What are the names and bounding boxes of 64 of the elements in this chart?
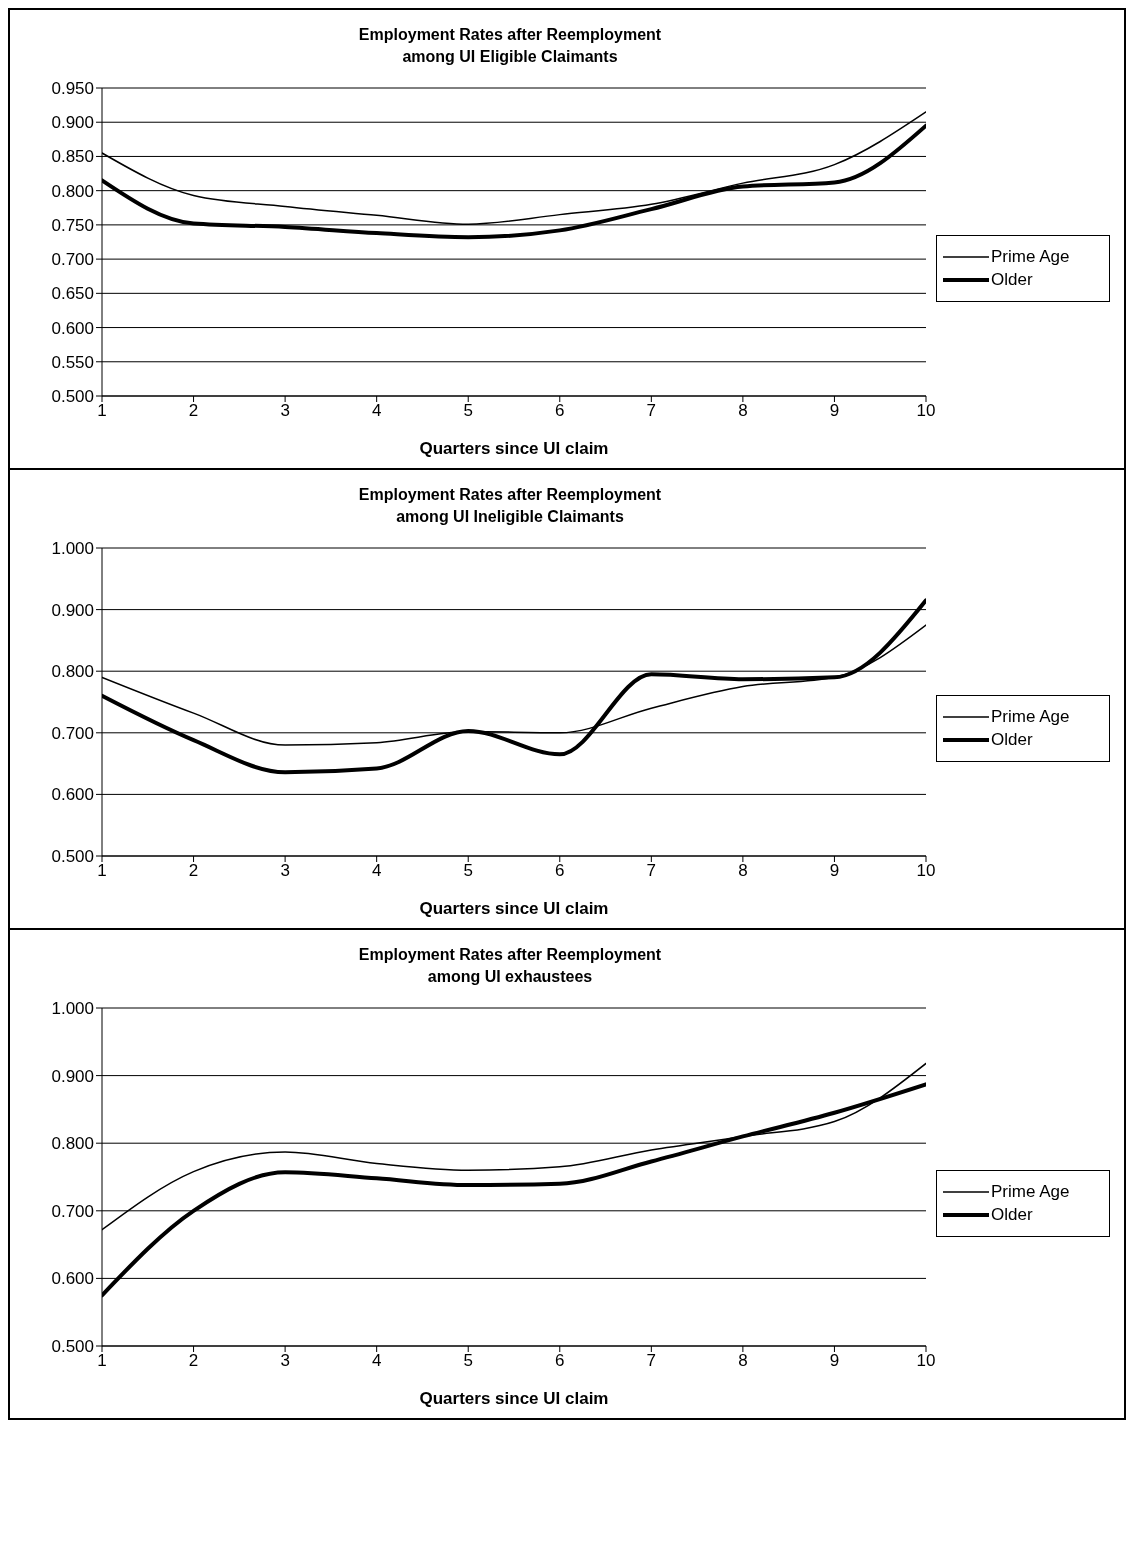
x-tick-label: 7 [646,861,657,881]
y-tick-label: 0.600 [51,1269,94,1289]
x-tick-label: 2 [188,401,199,421]
x-tick-label: 1 [97,1351,107,1371]
y-tick-label: 0.650 [51,284,94,304]
x-tick-label: 6 [555,1351,565,1371]
y-tick-label: 0.800 [51,1134,94,1154]
y-tick-label: 0.600 [51,318,94,338]
x-tick-label: 2 [188,861,199,881]
chart-title: Employment Rates after Reemployment among UI Eligible Claimants [357,25,663,67]
y-tick-label: 0.900 [51,1066,94,1086]
x-tick-label: 5 [463,401,473,421]
x-tick-label: 8 [738,401,748,421]
y-tick-label: 0.700 [51,250,94,270]
x-axis-title: Quarters since UI claim [419,1389,609,1408]
y-tick-label: 0.550 [51,352,94,372]
x-tick-label: 8 [738,861,748,881]
y-tick-label: 0.700 [51,1201,94,1221]
x-tick-label: 10 [916,861,936,881]
y-tick-label: 0.500 [51,387,94,407]
x-tick-label: 1 [97,401,107,421]
legend-label: Prime Age [991,246,1070,267]
y-tick-label: 0.800 [51,181,94,201]
y-tick-label: 0.500 [51,1337,94,1357]
x-tick-label: 10 [916,1351,936,1371]
y-tick-label: 0.800 [51,662,94,682]
x-tick-label: 9 [829,401,840,421]
x-axis-title: Quarters since UI claim [419,439,609,458]
x-tick-label: 4 [371,1351,382,1371]
y-tick-label: 0.850 [51,147,94,167]
x-tick-label: 7 [646,401,657,421]
x-tick-label: 4 [371,401,382,421]
x-tick-label: 3 [280,401,290,421]
x-tick-label: 3 [280,861,290,881]
x-axis-title: Quarters since UI claim [419,899,609,918]
legend-label: Older [991,269,1033,290]
x-tick-label: 6 [555,861,565,881]
y-tick-label: 0.950 [51,79,94,99]
x-tick-label: 10 [916,401,936,421]
y-tick-label: 0.700 [51,723,94,743]
y-tick-label: 0.600 [51,785,94,805]
legend-label: Older [991,729,1033,750]
y-tick-label: 1.000 [51,999,94,1019]
x-tick-label: 3 [280,1351,290,1371]
legend-label: Older [991,1204,1033,1225]
x-tick-label: 5 [463,861,473,881]
x-tick-label: 9 [829,861,840,881]
y-tick-label: 0.900 [51,113,94,133]
x-tick-label: 2 [188,1351,199,1371]
y-tick-label: 0.900 [51,600,94,620]
y-tick-label: 1.000 [51,539,94,559]
x-tick-label: 4 [371,861,382,881]
x-tick-label: 7 [646,1351,657,1371]
x-tick-label: 1 [97,861,107,881]
chart-title: Employment Rates after Reemployment among UI exhaustees [357,945,663,987]
x-tick-label: 6 [555,401,565,421]
x-tick-label: 8 [738,1351,748,1371]
y-tick-label: 0.750 [51,215,94,235]
legend-label: Prime Age [991,706,1070,727]
chart-title: Employment Rates after Reemployment among UI Ineligible Claimants [357,485,663,527]
x-tick-label: 9 [829,1351,840,1371]
legend-label: Prime Age [991,1181,1070,1202]
x-tick-label: 5 [463,1351,473,1371]
y-tick-label: 0.500 [51,847,94,867]
